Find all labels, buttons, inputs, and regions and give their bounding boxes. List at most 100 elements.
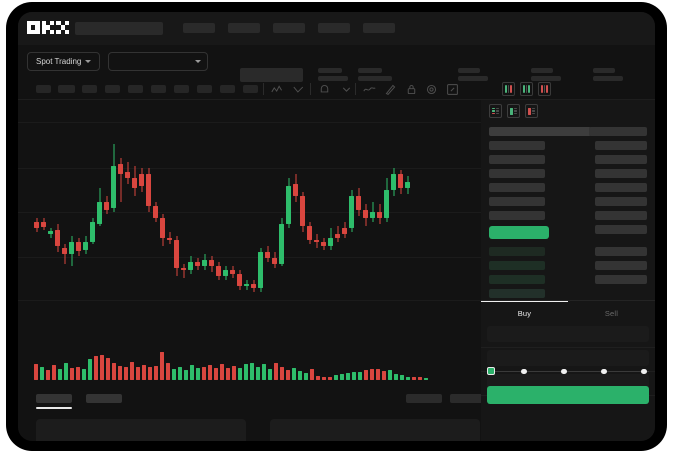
amount-percent-slider[interactable] [491, 371, 649, 372]
chevron-down-icon[interactable] [340, 83, 353, 96]
brush-icon[interactable] [384, 83, 397, 96]
orderbook-view-both-icon[interactable] [502, 82, 515, 96]
volume-bar-45 [298, 371, 302, 380]
candle-body [300, 196, 305, 226]
order-amount-field[interactable] [487, 350, 649, 366]
bottom-action-2[interactable] [450, 394, 486, 403]
candle-31 [244, 100, 249, 314]
line-chart-icon[interactable] [363, 83, 376, 96]
orderbook-view-bids-icon[interactable] [507, 104, 520, 118]
interval-button-1[interactable] [36, 85, 51, 93]
candle-42 [321, 100, 326, 314]
settings-icon[interactable] [425, 83, 438, 96]
slider-dot-3[interactable] [601, 368, 607, 374]
market-type-dropdown[interactable]: Spot Trading [27, 52, 101, 71]
candle-36 [279, 100, 284, 314]
slider-dot-4[interactable] [641, 368, 647, 374]
interval-button-7[interactable] [174, 85, 189, 93]
nav-link-4[interactable] [318, 23, 350, 33]
orderbook-ask-row-4[interactable] [489, 169, 545, 178]
orderbook-ask-row-1[interactable] [489, 127, 591, 136]
interval-button-10[interactable] [243, 85, 258, 93]
interval-button-4[interactable] [105, 85, 120, 93]
buy-tab[interactable]: Buy [481, 301, 568, 325]
orderbook-view-both-icon[interactable] [489, 104, 502, 118]
nav-link-1[interactable] [183, 23, 215, 33]
volume-bar-60 [388, 370, 392, 380]
orderbook-price-row-8[interactable] [595, 225, 647, 234]
orderbook-price-row-7[interactable] [595, 211, 647, 220]
orderbook-bid-row-3[interactable] [489, 275, 545, 284]
orderbook-view-toggles [489, 104, 538, 118]
sell-tab[interactable]: Sell [568, 301, 655, 325]
orderbook-bid-row-2[interactable] [489, 261, 545, 270]
interval-button-3[interactable] [82, 85, 97, 93]
nav-link-5[interactable] [363, 23, 395, 33]
candle-body [167, 238, 172, 240]
volume-bar-38 [256, 367, 260, 380]
orderbook-view-asks-icon[interactable] [538, 82, 551, 96]
interval-button-8[interactable] [197, 85, 212, 93]
orderbook-price-row-2[interactable] [595, 141, 647, 150]
orderbook-ask-row-7[interactable] [489, 211, 545, 220]
nav-search-placeholder[interactable] [75, 22, 163, 35]
chart-gridline-4 [18, 257, 481, 258]
candle-24 [195, 100, 200, 314]
interval-button-2[interactable] [58, 85, 75, 93]
slider-dot-1[interactable] [521, 368, 527, 374]
nav-link-2[interactable] [228, 23, 260, 33]
volume-bar-61 [394, 374, 398, 380]
bottom-panel-right[interactable] [270, 419, 480, 441]
orderbook-ask-row-5[interactable] [489, 183, 545, 192]
okx-logo[interactable] [27, 21, 70, 34]
bottom-tab-2[interactable] [86, 394, 122, 403]
candle-body [146, 174, 151, 206]
order-price-field[interactable] [487, 326, 649, 342]
orderbook-price-row-10[interactable] [595, 261, 647, 270]
orderbook-price-row-1[interactable] [589, 127, 647, 136]
bottom-panel-left[interactable] [36, 419, 246, 441]
bottom-tab-1[interactable] [36, 394, 72, 403]
candle-body [384, 190, 389, 218]
interval-button-9[interactable] [220, 85, 235, 93]
volume-bar-3 [46, 370, 50, 380]
trading-pair-select[interactable] [108, 52, 208, 71]
candle-9 [90, 100, 95, 314]
orderbook-price-row-6[interactable] [595, 197, 647, 206]
nav-link-3[interactable] [273, 23, 305, 33]
orderbook-bid-row-4[interactable] [489, 289, 545, 298]
place-buy-order-button[interactable] [487, 386, 649, 404]
interval-button-5[interactable] [128, 85, 143, 93]
amount-percent-slider-handle[interactable] [487, 367, 495, 375]
orderbook-bid-row-1[interactable] [489, 247, 545, 256]
orderbook-ask-row-2[interactable] [489, 141, 545, 150]
orderbook-view-bids-icon[interactable] [520, 82, 533, 96]
volume-bar-7 [70, 368, 74, 380]
alert-icon[interactable] [318, 83, 331, 96]
candle-53 [398, 100, 403, 314]
interval-button-6[interactable] [151, 85, 166, 93]
bottom-action-1[interactable] [406, 394, 442, 403]
fullscreen-icon[interactable] [446, 83, 459, 96]
orderbook-view-asks-icon[interactable] [525, 104, 538, 118]
indicator-icon[interactable] [271, 83, 284, 96]
volume-bar-32 [220, 364, 224, 380]
orderbook-price-row-11[interactable] [595, 275, 647, 284]
candle-body [314, 240, 319, 242]
stat-value-4 [531, 76, 561, 81]
compare-icon[interactable] [293, 83, 306, 96]
candle-wick [64, 244, 65, 264]
price-candlestick-chart[interactable] [18, 100, 481, 314]
volume-bar-34 [232, 366, 236, 380]
chart-gridline-1 [18, 122, 481, 123]
lock-icon[interactable] [405, 83, 418, 96]
orderbook-ask-row-6[interactable] [489, 197, 545, 206]
orderbook-best-bid-row[interactable] [489, 226, 549, 239]
orderbook-price-row-5[interactable] [595, 183, 647, 192]
slider-dot-2[interactable] [561, 368, 567, 374]
orderbook-ask-row-3[interactable] [489, 155, 545, 164]
candle-body [244, 284, 249, 286]
orderbook-price-row-9[interactable] [595, 247, 647, 256]
orderbook-price-row-3[interactable] [595, 155, 647, 164]
orderbook-price-row-4[interactable] [595, 169, 647, 178]
